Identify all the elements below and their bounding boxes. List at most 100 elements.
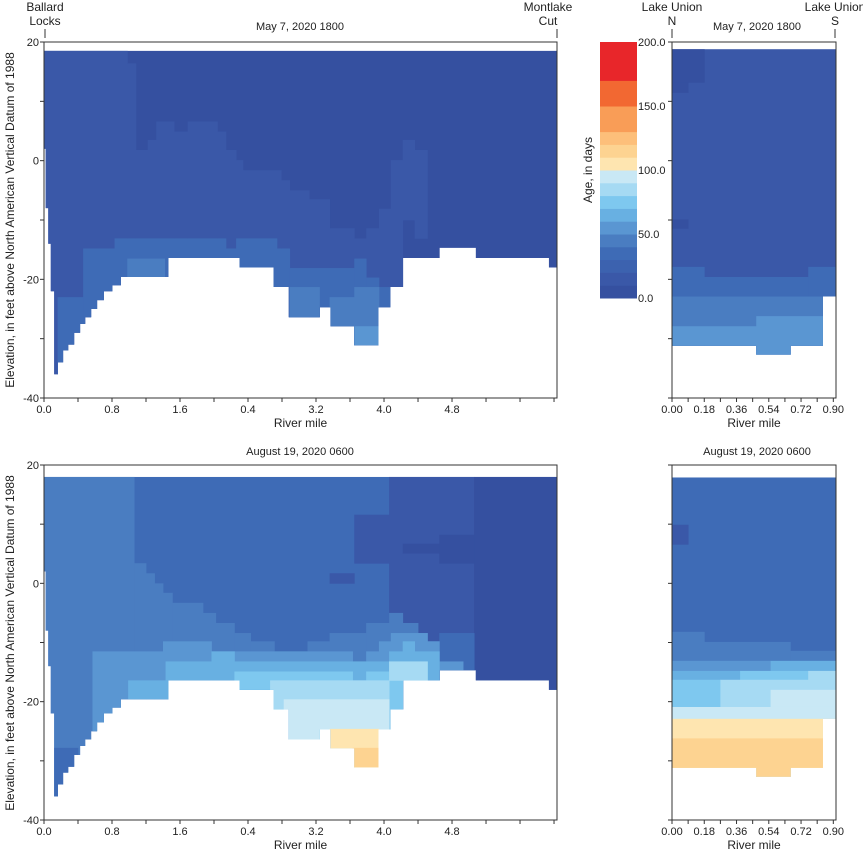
heat-cell (281, 180, 291, 375)
heat-cell (52, 747, 79, 797)
x-tick-label: 0.00 (661, 826, 682, 838)
colorbar-bin (600, 246, 637, 261)
colorbar-tick-label: 50.0 (638, 229, 659, 241)
y-tick-label: 0 (33, 156, 39, 168)
heat-cell (756, 316, 823, 355)
heat-cell (172, 602, 204, 797)
colorbar-tick-label: 100.0 (638, 165, 666, 177)
colorbar-tick-label: 0.0 (638, 293, 653, 305)
montlake-cut-label-2: Cut (539, 14, 558, 28)
heatmap-cells (44, 50, 558, 375)
colorbar-bin (600, 195, 637, 209)
panel-title: August 19, 2020 0600 (246, 446, 354, 458)
heat-cell (329, 728, 380, 797)
x-tick-label: 0.54 (758, 404, 779, 416)
heat-cell (672, 82, 689, 93)
x-tick-label: 0.0 (36, 404, 51, 416)
heat-cell (92, 651, 164, 797)
heatmap-panel: May 7, 2020 1800 20 0 -20 -400.0 0.8 1.6 0.4 3.2… (23, 21, 558, 430)
y-tick-label: 0 (33, 578, 39, 590)
heat-cell (83, 248, 115, 375)
y-tick-label: 20 (27, 460, 39, 472)
x-tick-label: 0.36 (726, 404, 747, 416)
colorbar-bin (600, 170, 637, 184)
lake-union-north-dir: N (668, 14, 677, 28)
ballard-locks-label: Ballard (26, 0, 63, 14)
heat-cell (672, 326, 757, 355)
heat-cell (163, 592, 173, 797)
heat-cell (225, 149, 237, 375)
x-axis-label: River mile (727, 838, 781, 852)
y-tick-label: -40 (23, 815, 39, 827)
heat-cell (329, 297, 355, 375)
panel-title: May 7, 2020 1800 (713, 21, 801, 33)
lake-union-south-label: Lake Union (805, 0, 863, 14)
x-tick-label: 0.72 (790, 826, 811, 838)
colorbar-bin (600, 182, 637, 197)
y-tick-label: -20 (23, 697, 39, 709)
heat-cell (165, 661, 212, 797)
y-axis-label-top: Elevation, in feet above North American … (3, 52, 17, 388)
colorbar-bin (600, 106, 637, 133)
heat-cell (225, 248, 237, 375)
heat-cell (672, 49, 837, 355)
colorbar-label: Age, in days (581, 137, 595, 203)
heat-cell (329, 573, 355, 584)
heat-cell (236, 160, 244, 375)
x-tick-label: 0.18 (694, 826, 715, 838)
heat-cell (672, 296, 837, 355)
colorbar-bin (600, 80, 637, 107)
x-tick-label: 0.90 (823, 404, 844, 416)
heatmap-panel: May 7, 2020 1800 0.00 0.18 0.36 0.54 0.72 0.90… (661, 21, 844, 430)
x-tick-label: 4.0 (376, 404, 391, 416)
lake-union-north-label: Lake Union (642, 0, 703, 14)
colorbar-bin (600, 208, 637, 222)
x-tick-label: 0.90 (823, 826, 844, 838)
x-tick-label: 4.0 (376, 826, 391, 838)
lake-union-south-dir: S (831, 14, 839, 28)
x-tick-label: 0.8 (104, 404, 119, 416)
heat-cell (276, 248, 291, 375)
heat-cell (174, 131, 189, 375)
x-tick-label: 1.6 (172, 404, 187, 416)
heat-cell (236, 238, 278, 375)
x-axis-label: River mile (727, 416, 781, 430)
heat-cell (672, 524, 689, 545)
colorbar-bin (600, 234, 637, 248)
heatmap-panel: August 19, 2020 0600 0.00 0.18 0.36 0.54 0.72… (661, 446, 844, 852)
heat-cell (390, 160, 404, 375)
montlake-cut-label: Montlake (524, 0, 573, 14)
heat-cell (402, 139, 416, 221)
colorbar-bin (600, 157, 637, 171)
colorbar-bin (600, 131, 637, 145)
heatmap-panel: August 19, 2020 0600 20 0 -20 -400.0 0.8 1.6 0.… (23, 446, 558, 852)
x-tick-label: 0.72 (790, 404, 811, 416)
y-tick-label: -40 (23, 393, 39, 405)
heat-cell (217, 131, 227, 375)
x-tick-label: 0.36 (726, 826, 747, 838)
colorbar-bin (600, 144, 637, 158)
colorbar-tick-label: 200.0 (638, 37, 666, 49)
heat-cell (672, 738, 837, 777)
colorbar-tick-label: 150.0 (638, 101, 666, 113)
x-tick-label: 0.8 (104, 826, 119, 838)
heat-cell (402, 543, 440, 554)
colorbar-bin (600, 42, 637, 81)
x-tick-label: 0.0 (36, 826, 51, 838)
panel-title: May 7, 2020 1800 (256, 21, 344, 33)
colorbar-bin (600, 285, 637, 299)
x-tick-label: 0.00 (661, 404, 682, 416)
panel-title: August 19, 2020 0600 (703, 446, 811, 458)
heat-cell (211, 651, 235, 797)
heat-cell (439, 661, 464, 797)
y-axis-label-bottom: Elevation, in feet above North American … (3, 475, 17, 811)
x-axis-label: River mile (274, 838, 328, 852)
heat-cell (672, 718, 837, 777)
x-tick-label: 3.2 (308, 404, 323, 416)
heat-cell (672, 49, 705, 83)
heat-cell (44, 50, 128, 375)
x-tick-label: 0.54 (758, 826, 779, 838)
heat-cell (128, 680, 166, 797)
heat-cell (414, 149, 428, 239)
